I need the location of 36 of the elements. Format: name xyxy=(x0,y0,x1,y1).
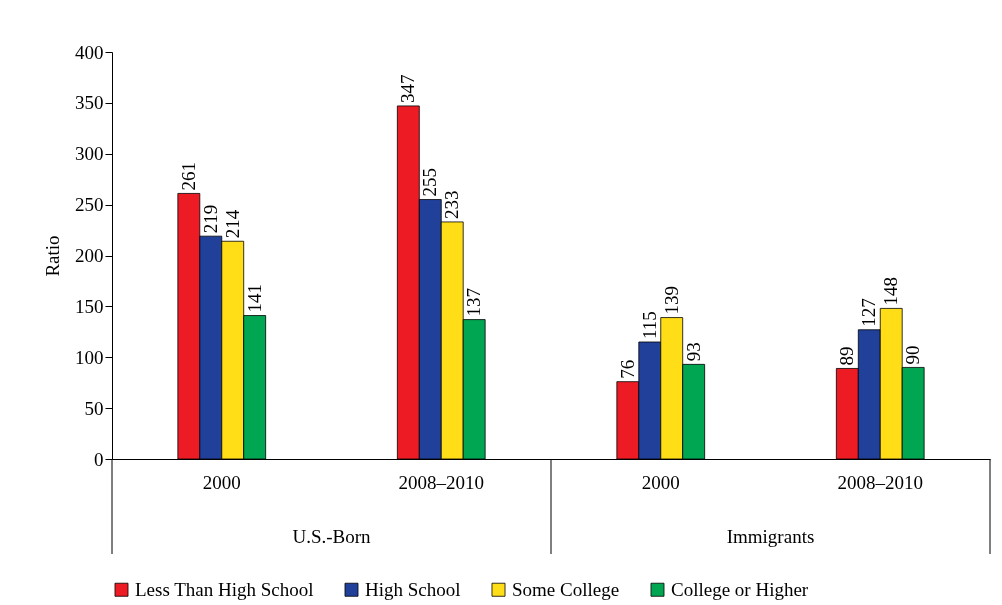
data-label: 347 xyxy=(397,74,419,103)
y-tick-label: 50 xyxy=(84,397,104,419)
y-axis-title: Ratio xyxy=(42,235,63,277)
data-label: 141 xyxy=(243,284,265,313)
text: U.S.-Born xyxy=(292,526,372,547)
x-tick-label: 2000 xyxy=(641,471,680,493)
legend-label: Some College xyxy=(512,578,620,600)
data-label: 76 xyxy=(616,359,638,379)
legend-label: Less Than High School xyxy=(135,578,314,600)
y-tick-label: 200 xyxy=(75,245,104,266)
data-label: 137 xyxy=(463,288,485,317)
legend-label: High School xyxy=(365,578,461,600)
data-label: 127 xyxy=(858,298,880,327)
y-tick-label: 400 xyxy=(75,41,104,63)
data-label: 90 xyxy=(902,345,924,365)
data-label: 139 xyxy=(660,286,682,315)
data-label: 255 xyxy=(419,168,441,197)
x-tick-label: 2008–2010 xyxy=(837,471,923,493)
text: Immigrants xyxy=(726,526,815,547)
y-tick-label: 350 xyxy=(75,92,104,114)
data-label: 93 xyxy=(682,342,704,362)
data-label: 214 xyxy=(221,209,243,239)
data-label: 233 xyxy=(441,190,463,219)
y-tick-label: 250 xyxy=(75,194,104,216)
data-label: 89 xyxy=(836,346,858,366)
y-tick-label: 100 xyxy=(75,346,104,368)
x-tick-label: 2000 xyxy=(202,471,241,493)
data-label: 148 xyxy=(880,276,902,306)
x-tick-label: 2008–2010 xyxy=(398,471,484,493)
data-label: 115 xyxy=(638,311,660,339)
data-label: 219 xyxy=(199,204,221,234)
data-label: 261 xyxy=(177,161,199,191)
legend-label: College or Higher xyxy=(671,578,809,600)
y-tick-label: 300 xyxy=(75,143,104,165)
y-tick-label: 0 xyxy=(94,448,104,470)
y-tick-label: 150 xyxy=(75,295,104,317)
